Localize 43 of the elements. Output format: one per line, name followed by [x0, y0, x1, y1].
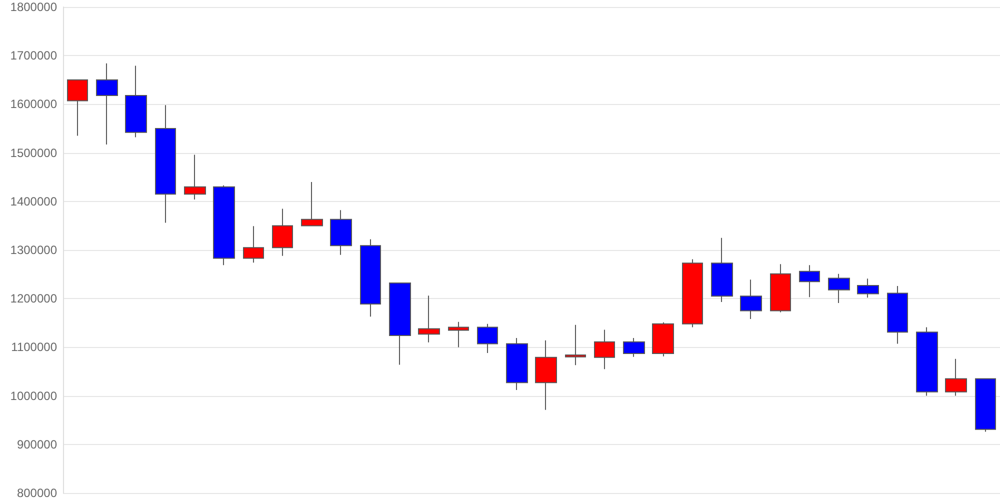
candlestick — [360, 238, 381, 318]
candlestick — [506, 337, 528, 390]
candlestick — [389, 282, 411, 366]
candlestick — [184, 154, 206, 200]
candlestick — [945, 358, 967, 396]
y-tick-label: 1800000 — [10, 0, 58, 14]
y-tick-label: 1200000 — [10, 292, 58, 306]
candlestick — [828, 273, 850, 304]
candlestick — [243, 226, 264, 264]
y-tick-label: 1300000 — [10, 243, 58, 257]
candlestick — [213, 184, 235, 266]
candlestick — [857, 278, 879, 298]
candlestick — [770, 264, 791, 313]
candlestick — [67, 79, 88, 136]
candlestick — [418, 295, 440, 343]
candlestick — [155, 104, 176, 224]
candlestick — [125, 65, 147, 138]
y-tick-label: 1400000 — [10, 194, 58, 208]
candlestick — [272, 208, 293, 256]
y-tick-label: 1600000 — [10, 97, 58, 112]
candlestick — [652, 322, 674, 357]
candlestick — [565, 324, 586, 366]
candlestick — [96, 62, 118, 146]
y-tick-label: 800000 — [16, 486, 58, 500]
candlestick — [301, 181, 323, 227]
candlestick — [594, 329, 615, 370]
candlestick — [799, 264, 820, 298]
candlestick — [887, 285, 908, 344]
candlestick — [535, 340, 557, 410]
candlestick — [623, 337, 645, 358]
candlestick — [711, 237, 733, 302]
candlestick — [916, 326, 938, 396]
candlestick — [448, 321, 469, 348]
candlestick — [682, 258, 703, 328]
y-tick-label: 1000000 — [10, 388, 58, 403]
candlestick — [330, 210, 352, 256]
candlestick — [477, 323, 498, 354]
y-tick-label: 900000 — [16, 437, 58, 452]
y-tick-label: 1500000 — [10, 146, 58, 160]
candlestick — [975, 378, 996, 432]
y-tick-label: 1700000 — [10, 48, 58, 63]
y-tick-label: 1100000 — [11, 340, 58, 354]
candlestick — [740, 279, 762, 320]
